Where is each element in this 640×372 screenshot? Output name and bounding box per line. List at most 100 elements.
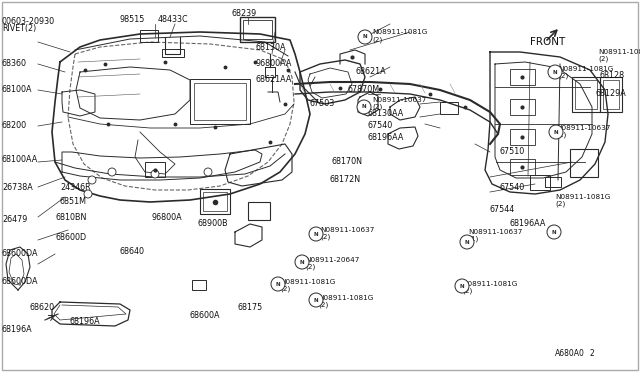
Bar: [530, 175, 550, 190]
Circle shape: [108, 168, 116, 176]
Text: N: N: [300, 260, 304, 264]
Text: N08911-10637: N08911-10637: [468, 229, 522, 235]
Bar: [572, 77, 600, 112]
Bar: [510, 69, 535, 85]
Text: (2): (2): [280, 286, 291, 292]
Text: N: N: [314, 298, 318, 302]
Bar: [575, 80, 597, 109]
Circle shape: [151, 170, 159, 178]
Bar: [162, 49, 184, 57]
Text: (1): (1): [556, 132, 566, 138]
Circle shape: [460, 235, 474, 249]
Bar: [600, 77, 622, 112]
Text: 26738A: 26738A: [2, 183, 33, 192]
Text: 68600DA: 68600DA: [2, 278, 38, 286]
Text: 68100A: 68100A: [2, 86, 33, 94]
Text: FRONT: FRONT: [530, 37, 565, 47]
Text: N: N: [554, 129, 558, 135]
Text: N: N: [314, 231, 318, 237]
Text: 67870M: 67870M: [348, 86, 380, 94]
Circle shape: [357, 100, 371, 114]
Text: 96800AA: 96800AA: [255, 60, 291, 68]
Text: N08911-10637: N08911-10637: [320, 227, 374, 233]
Text: 68196AA: 68196AA: [510, 219, 547, 228]
Text: N08911-10637: N08911-10637: [556, 125, 611, 131]
Text: (2): (2): [320, 234, 330, 240]
Text: 68600DA: 68600DA: [2, 250, 38, 259]
Bar: [545, 177, 561, 187]
Circle shape: [455, 279, 469, 293]
Text: N: N: [460, 283, 464, 289]
Text: N08911-1081G: N08911-1081G: [462, 281, 517, 287]
Text: 2: 2: [590, 350, 595, 359]
Text: (1): (1): [468, 236, 478, 242]
Text: A680A0: A680A0: [555, 350, 585, 359]
Text: 68621A: 68621A: [355, 67, 386, 77]
Text: (2): (2): [318, 302, 328, 308]
Bar: [248, 202, 270, 220]
Circle shape: [271, 277, 285, 291]
Text: (2): (2): [462, 288, 472, 294]
Text: 67503: 67503: [310, 99, 335, 109]
Text: 68196AA: 68196AA: [368, 134, 404, 142]
Text: N: N: [465, 240, 469, 244]
Text: 68621AA: 68621AA: [255, 76, 291, 84]
Text: 67540: 67540: [368, 122, 393, 131]
Text: 68170N: 68170N: [332, 157, 363, 167]
Text: 68239: 68239: [232, 10, 257, 19]
Text: (2): (2): [372, 104, 382, 110]
Bar: [140, 30, 158, 42]
Text: 26479: 26479: [2, 215, 28, 224]
Text: 6810BN: 6810BN: [55, 212, 86, 221]
Text: 68640: 68640: [120, 247, 145, 257]
Text: RIVET(2): RIVET(2): [2, 25, 36, 33]
Circle shape: [358, 30, 372, 44]
Text: 68100AA: 68100AA: [2, 155, 38, 164]
Text: 68196A: 68196A: [70, 317, 100, 327]
Text: (2): (2): [558, 73, 568, 79]
Bar: [510, 159, 535, 175]
Text: 68360: 68360: [2, 60, 27, 68]
Bar: [570, 149, 598, 177]
Bar: [243, 20, 272, 39]
Text: 68900B: 68900B: [198, 219, 228, 228]
Circle shape: [309, 227, 323, 241]
Text: 67544: 67544: [490, 205, 515, 215]
Text: 68128: 68128: [600, 71, 625, 80]
Text: (2): (2): [555, 201, 565, 207]
Text: N08911-1081G: N08911-1081G: [598, 49, 640, 55]
Circle shape: [295, 255, 309, 269]
Bar: [192, 280, 206, 290]
Text: 68620: 68620: [30, 302, 55, 311]
Text: (2): (2): [305, 264, 316, 270]
Text: N08911-1081G: N08911-1081G: [280, 279, 335, 285]
Circle shape: [547, 225, 561, 239]
Text: 67540: 67540: [500, 183, 525, 192]
Text: 6851M: 6851M: [60, 198, 87, 206]
Text: N: N: [276, 282, 280, 286]
Text: 68600D: 68600D: [55, 232, 86, 241]
Bar: [200, 189, 230, 214]
Text: 68130AA: 68130AA: [368, 109, 404, 119]
Text: 68196A: 68196A: [2, 326, 33, 334]
Bar: [510, 99, 535, 115]
Text: N08911-1081G: N08911-1081G: [372, 29, 428, 35]
Circle shape: [309, 293, 323, 307]
Text: N08911-1081G: N08911-1081G: [318, 295, 373, 301]
Text: 68600A: 68600A: [190, 311, 221, 320]
Bar: [440, 102, 458, 114]
Circle shape: [204, 168, 212, 176]
Text: 67510: 67510: [500, 148, 525, 157]
Text: N08911-1081G: N08911-1081G: [555, 194, 611, 200]
Text: 48433C: 48433C: [158, 16, 189, 25]
Bar: [203, 192, 227, 211]
Text: 68200: 68200: [2, 122, 27, 131]
Text: 98515: 98515: [120, 16, 145, 25]
Text: N08911-10637: N08911-10637: [372, 97, 426, 103]
Text: N08911-1081G: N08911-1081G: [558, 66, 613, 72]
Circle shape: [84, 190, 92, 198]
Text: N: N: [363, 35, 367, 39]
Text: (2): (2): [598, 56, 608, 62]
Circle shape: [88, 176, 96, 184]
Bar: [510, 129, 535, 145]
